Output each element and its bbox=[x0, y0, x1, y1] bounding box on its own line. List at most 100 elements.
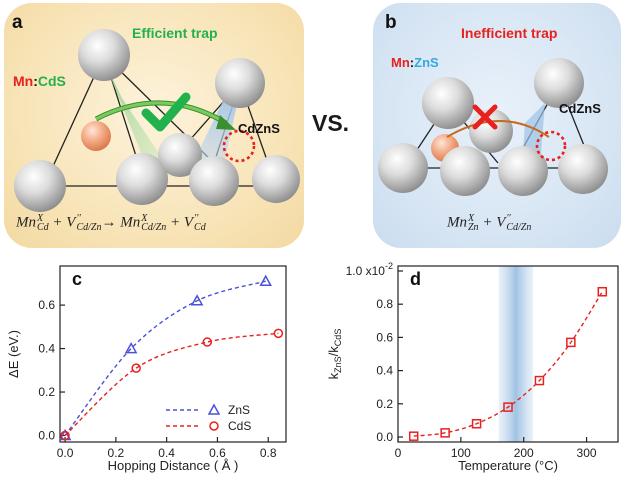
x-tick-label: 0 bbox=[395, 446, 402, 460]
x-axis-label: Hopping Distance ( Å ) bbox=[108, 458, 239, 473]
data-point bbox=[124, 342, 138, 354]
sphere bbox=[378, 143, 428, 193]
legend-marker bbox=[207, 403, 221, 415]
eq-term: Mn bbox=[16, 214, 36, 231]
y-tick-label: 0.0 bbox=[38, 428, 55, 442]
data-point bbox=[259, 274, 272, 286]
panel-b-equation: Mn X Zn + V ′′ Cd/Zn bbox=[447, 213, 532, 233]
y-tick-label: 0.6 bbox=[38, 298, 55, 312]
x-tick-label: 0.2 bbox=[108, 446, 125, 460]
sphere bbox=[14, 160, 66, 212]
sphere bbox=[158, 133, 202, 177]
panel-letter: c bbox=[72, 269, 82, 289]
panel-b-title: Inefficient trap bbox=[461, 25, 558, 41]
top-sphere bbox=[78, 29, 130, 81]
eq-term: V bbox=[66, 214, 76, 231]
data-point bbox=[273, 328, 284, 339]
legend-marker bbox=[209, 421, 219, 431]
eq-term: V bbox=[183, 214, 194, 231]
data-point bbox=[471, 418, 482, 429]
panel-a-letter: a bbox=[12, 12, 23, 33]
legend-label: CdS bbox=[228, 419, 251, 433]
green-wedge bbox=[104, 61, 164, 175]
shaded-band bbox=[498, 266, 534, 442]
check-icon bbox=[141, 92, 191, 132]
y-tick-label: 0.2 bbox=[376, 397, 393, 411]
y-tick-label: 0.4 bbox=[38, 342, 55, 356]
data-point bbox=[190, 294, 204, 306]
x-tick-label: 0.0 bbox=[57, 446, 74, 460]
eq-sub: Cd/Zn bbox=[141, 222, 167, 233]
x-tick-label: 0.6 bbox=[209, 446, 226, 460]
legend-label: ZnS bbox=[228, 403, 250, 417]
y-axis-label: ΔE (eV.) bbox=[6, 330, 21, 378]
eq-sup: ′′ bbox=[194, 213, 199, 224]
data-point bbox=[131, 363, 141, 373]
y-tick-label: 1.0 x10-2 bbox=[346, 262, 393, 278]
eq-sub: Cd bbox=[37, 222, 49, 233]
eq-sup: X bbox=[468, 213, 475, 224]
panel-a: a Efficient trap Mn:CdS CdZnS Mn X Cd + V ′… bbox=[4, 3, 304, 248]
data-point bbox=[597, 286, 608, 297]
eq-sub: Cd/Zn bbox=[506, 222, 532, 233]
sphere bbox=[498, 146, 548, 196]
sphere bbox=[469, 109, 513, 153]
x-axis-label: Temperature (°C) bbox=[458, 458, 558, 473]
data-point bbox=[202, 337, 213, 347]
right-top-sphere bbox=[215, 58, 265, 108]
vs-label: VS. bbox=[312, 110, 350, 136]
y-tick-label: 0.4 bbox=[376, 364, 393, 378]
data-point bbox=[440, 428, 450, 438]
sphere bbox=[558, 144, 608, 194]
eq-sub: Zn bbox=[468, 222, 479, 233]
panel-a-diagram bbox=[14, 29, 300, 212]
plot-frame bbox=[59, 265, 287, 443]
eq-plus: + bbox=[482, 214, 493, 231]
separator: : bbox=[409, 55, 415, 70]
panel-a-equation: Mn X Cd + V ′′ Cd/Zn → Mn X Cd/Zn + V ′′ Cd bbox=[16, 213, 206, 233]
data-point bbox=[566, 337, 576, 348]
vacancy-circle bbox=[222, 129, 256, 163]
vacancy-circle bbox=[535, 130, 567, 162]
eq-sub: Cd/Zn bbox=[76, 222, 102, 233]
data-point bbox=[503, 402, 513, 412]
y-axis-label: kZnS/kCdS bbox=[326, 329, 343, 380]
eq-sup: ′′ bbox=[506, 213, 511, 224]
x-tick-label: 200 bbox=[514, 446, 534, 460]
panel-a-title: Efficient trap bbox=[132, 25, 218, 41]
x-tick-label: 300 bbox=[577, 446, 597, 460]
panel-b-diagram bbox=[378, 58, 608, 196]
y-tick-label: 0.2 bbox=[38, 385, 55, 399]
y-tick-label: 0.8 bbox=[376, 297, 393, 311]
eq-sup: ′′ bbox=[76, 213, 81, 224]
eq-arrow: → bbox=[101, 214, 117, 231]
y-tick-label: 0.0 bbox=[376, 430, 393, 444]
series-line bbox=[413, 291, 603, 437]
panel-letter: d bbox=[410, 269, 421, 289]
separator: : bbox=[33, 73, 38, 89]
eq-sub: Cd bbox=[194, 222, 206, 233]
cross-icon bbox=[472, 104, 498, 130]
data-point bbox=[534, 375, 545, 386]
panel-b: b Inefficient trap Mn:ZnS CdZnS Mn X Zn + … bbox=[373, 3, 621, 248]
plot-frame bbox=[397, 265, 619, 443]
x-tick-label: 0.8 bbox=[260, 446, 277, 460]
blue-wedge bbox=[194, 91, 240, 173]
eq-sup: X bbox=[37, 213, 44, 224]
data-point bbox=[408, 431, 419, 441]
series-line bbox=[64, 280, 266, 436]
x-tick-label: 0.4 bbox=[158, 446, 175, 460]
sphere bbox=[252, 155, 300, 203]
eq-term: Mn bbox=[120, 214, 141, 231]
panel-b-material: Mn:ZnS bbox=[391, 55, 439, 70]
dopant-label: Mn bbox=[13, 73, 34, 89]
mn-dopant-sphere bbox=[81, 121, 111, 151]
eq-sup: X bbox=[141, 213, 148, 224]
series-line bbox=[64, 332, 279, 436]
host-label: ZnS bbox=[414, 55, 439, 70]
sphere bbox=[116, 153, 168, 205]
eq-plus: + bbox=[170, 214, 181, 231]
hop-arrow-inner bbox=[95, 101, 227, 125]
eq-term: V bbox=[496, 214, 506, 231]
